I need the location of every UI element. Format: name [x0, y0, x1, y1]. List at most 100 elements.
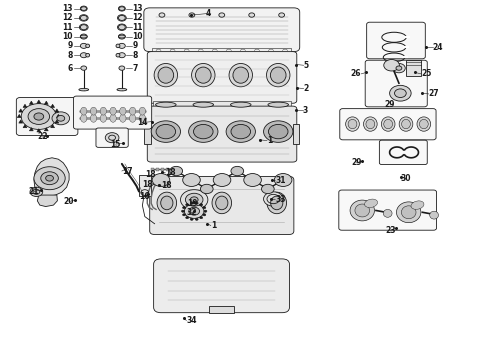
Text: 8: 8	[68, 51, 73, 60]
Text: 20: 20	[64, 197, 74, 206]
Bar	[144, 124, 151, 144]
Text: 29: 29	[384, 100, 394, 109]
Polygon shape	[29, 128, 33, 131]
Circle shape	[204, 210, 207, 212]
Polygon shape	[50, 125, 54, 128]
Text: 8: 8	[133, 51, 138, 60]
FancyBboxPatch shape	[339, 190, 437, 230]
Ellipse shape	[129, 114, 136, 122]
Bar	[406, 60, 421, 76]
Circle shape	[200, 217, 203, 219]
Ellipse shape	[161, 196, 173, 210]
Ellipse shape	[80, 35, 87, 38]
Ellipse shape	[383, 210, 392, 217]
FancyBboxPatch shape	[96, 128, 128, 147]
Ellipse shape	[119, 7, 125, 10]
Text: 23: 23	[385, 226, 396, 235]
FancyBboxPatch shape	[150, 176, 294, 234]
Polygon shape	[56, 114, 60, 118]
Ellipse shape	[139, 107, 146, 115]
Circle shape	[52, 112, 70, 125]
Polygon shape	[37, 129, 41, 132]
Ellipse shape	[216, 196, 228, 210]
Text: 15: 15	[110, 140, 121, 149]
Text: 32: 32	[187, 208, 197, 217]
FancyBboxPatch shape	[144, 8, 300, 51]
Polygon shape	[50, 104, 54, 107]
Circle shape	[21, 104, 56, 130]
Circle shape	[81, 66, 87, 70]
Polygon shape	[44, 101, 48, 104]
Bar	[166, 168, 169, 171]
Ellipse shape	[419, 120, 428, 129]
Circle shape	[262, 184, 274, 194]
Ellipse shape	[267, 63, 290, 87]
Circle shape	[41, 172, 58, 185]
Circle shape	[46, 175, 53, 181]
Circle shape	[190, 218, 193, 220]
FancyBboxPatch shape	[74, 96, 152, 129]
Circle shape	[186, 204, 189, 206]
Text: 18: 18	[165, 168, 176, 177]
Circle shape	[279, 13, 285, 17]
Circle shape	[183, 207, 186, 209]
Circle shape	[151, 121, 180, 142]
Text: 13: 13	[63, 4, 73, 13]
Text: 10: 10	[133, 32, 143, 41]
Bar	[176, 168, 179, 171]
Ellipse shape	[90, 107, 97, 115]
Circle shape	[80, 6, 87, 11]
Polygon shape	[23, 125, 27, 128]
Circle shape	[244, 174, 261, 186]
Circle shape	[170, 166, 183, 176]
Bar	[153, 101, 292, 108]
Text: 33: 33	[275, 195, 286, 204]
Bar	[293, 124, 299, 144]
Circle shape	[219, 13, 225, 17]
Text: 18: 18	[143, 180, 153, 189]
Text: 11: 11	[63, 23, 73, 32]
Circle shape	[264, 192, 283, 206]
Ellipse shape	[90, 114, 97, 122]
Circle shape	[156, 125, 175, 139]
Ellipse shape	[417, 117, 431, 131]
Text: 14: 14	[137, 118, 147, 127]
Text: 11: 11	[133, 23, 143, 32]
Polygon shape	[34, 158, 69, 197]
Circle shape	[185, 193, 203, 206]
Polygon shape	[17, 114, 21, 118]
Circle shape	[200, 204, 203, 206]
Ellipse shape	[350, 200, 374, 221]
FancyBboxPatch shape	[16, 98, 78, 135]
Circle shape	[180, 190, 208, 210]
Ellipse shape	[364, 117, 377, 131]
Text: 24: 24	[433, 43, 443, 52]
Ellipse shape	[116, 53, 120, 57]
Text: 13: 13	[133, 4, 143, 13]
Ellipse shape	[230, 102, 251, 107]
Ellipse shape	[157, 192, 176, 214]
Ellipse shape	[192, 63, 215, 87]
Ellipse shape	[120, 107, 126, 115]
Text: 9: 9	[68, 41, 73, 50]
Ellipse shape	[110, 114, 116, 122]
Ellipse shape	[270, 67, 286, 83]
Text: 7: 7	[133, 64, 138, 73]
Text: 18: 18	[145, 170, 155, 179]
Circle shape	[80, 15, 87, 21]
Text: 26: 26	[351, 69, 361, 78]
Text: 5: 5	[304, 61, 309, 70]
Ellipse shape	[399, 117, 413, 131]
Text: 30: 30	[401, 174, 412, 183]
FancyBboxPatch shape	[365, 60, 427, 107]
Circle shape	[203, 207, 206, 209]
FancyBboxPatch shape	[147, 51, 297, 103]
Bar	[151, 168, 154, 171]
Circle shape	[28, 109, 49, 125]
Text: 1: 1	[267, 136, 272, 145]
Circle shape	[183, 174, 200, 186]
Ellipse shape	[86, 44, 90, 48]
Circle shape	[119, 53, 125, 58]
Ellipse shape	[116, 44, 120, 48]
Ellipse shape	[100, 114, 106, 122]
